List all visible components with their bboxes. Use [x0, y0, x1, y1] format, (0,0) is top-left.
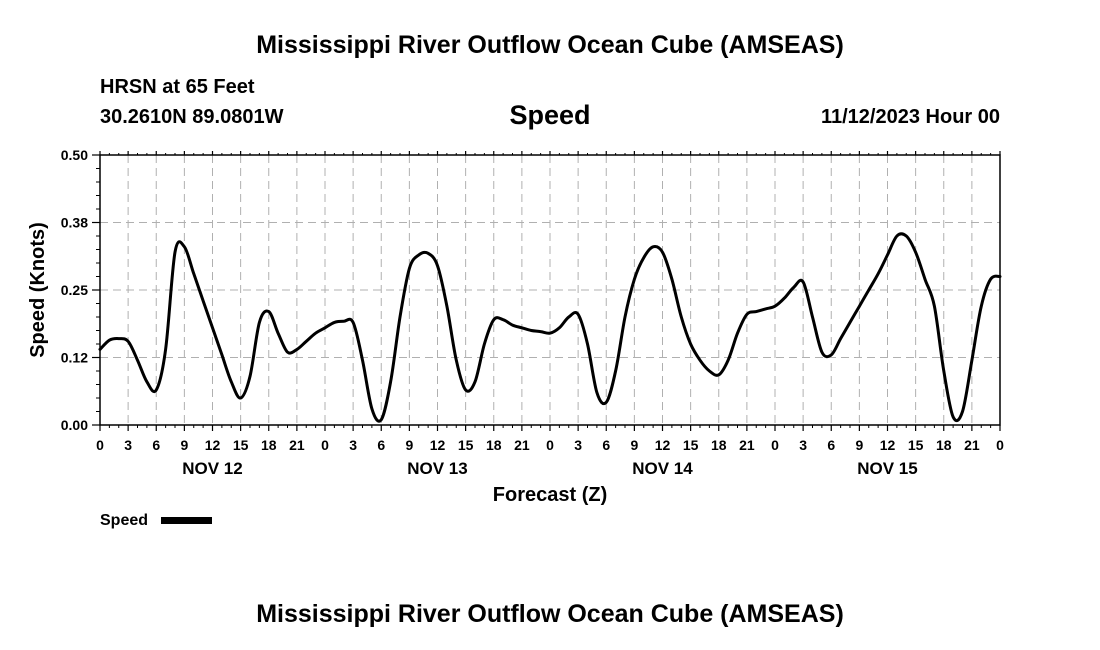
x-tick-label: 15: [458, 437, 474, 453]
x-tick-label: 0: [546, 437, 554, 453]
y-tick-label: 0.25: [61, 282, 88, 298]
x-tick-label: 18: [261, 437, 277, 453]
x-axis-title: Forecast (Z): [493, 484, 607, 506]
x-tick-label: 6: [602, 437, 610, 453]
station-label: HRSN at 65 Feet: [100, 76, 255, 98]
chart-title: Mississippi River Outflow Ocean Cube (AM…: [256, 31, 844, 59]
axis-labels: 0 3 6 9 12 15 18 21 0 3 6 9 12 15 18 21 0 3 6 9 12 15 18 21 0 3 6 9…: [61, 147, 1004, 478]
x-tick-label: 9: [405, 437, 413, 453]
x-tick-label: 21: [514, 437, 530, 453]
x-tick-label: 15: [233, 437, 249, 453]
speed-series-line: [98, 232, 1002, 423]
legend-entry-speed: Speed: [100, 512, 148, 529]
date-label: NOV 14: [632, 459, 693, 478]
x-tick-label: 6: [827, 437, 835, 453]
x-tick-label: 3: [574, 437, 582, 453]
x-tick-label: 9: [855, 437, 863, 453]
x-tick-label: 12: [880, 437, 896, 453]
grid: [100, 155, 1000, 425]
x-tick-label: 21: [289, 437, 305, 453]
x-tick-label: 18: [486, 437, 502, 453]
forecast-datetime: 11/12/2023 Hour 00: [820, 106, 1000, 128]
date-label: NOV 12: [182, 459, 242, 478]
x-tick-label: 21: [739, 437, 755, 453]
x-tick-label: 6: [377, 437, 385, 453]
x-tick-label: 12: [205, 437, 221, 453]
legend-swatch-speed: [161, 517, 212, 524]
station-coordinates: 30.2610N 89.0801W: [100, 106, 284, 128]
x-tick-label: 0: [321, 437, 329, 453]
x-tick-label: 12: [655, 437, 671, 453]
x-tick-label: 15: [683, 437, 699, 453]
x-tick-label: 21: [964, 437, 980, 453]
x-tick-label: 15: [908, 437, 924, 453]
x-tick-label: 18: [711, 437, 727, 453]
y-tick-label: 0.12: [61, 350, 88, 366]
footer-title: Mississippi River Outflow Ocean Cube (AM…: [256, 600, 844, 628]
x-tick-label: 3: [124, 437, 132, 453]
x-tick-label: 18: [936, 437, 952, 453]
date-label: NOV 15: [857, 459, 917, 478]
y-tick-label: 0.38: [61, 215, 88, 231]
x-tick-label: 12: [430, 437, 446, 453]
x-tick-label: 6: [152, 437, 160, 453]
x-tick-label: 9: [630, 437, 638, 453]
variable-title: Speed: [509, 100, 591, 130]
y-axis-title: Speed (Knots): [27, 222, 49, 358]
axis-ticks: [92, 151, 1001, 431]
x-tick-label: 9: [180, 437, 188, 453]
x-tick-label: 0: [771, 437, 779, 453]
x-tick-label: 3: [349, 437, 357, 453]
y-tick-label: 0.50: [61, 147, 88, 163]
x-tick-label: 3: [799, 437, 807, 453]
y-tick-label: 0.00: [61, 417, 88, 433]
date-label: NOV 13: [407, 459, 467, 478]
x-tick-label: 0: [96, 437, 104, 453]
x-tick-label: 0: [996, 437, 1004, 453]
